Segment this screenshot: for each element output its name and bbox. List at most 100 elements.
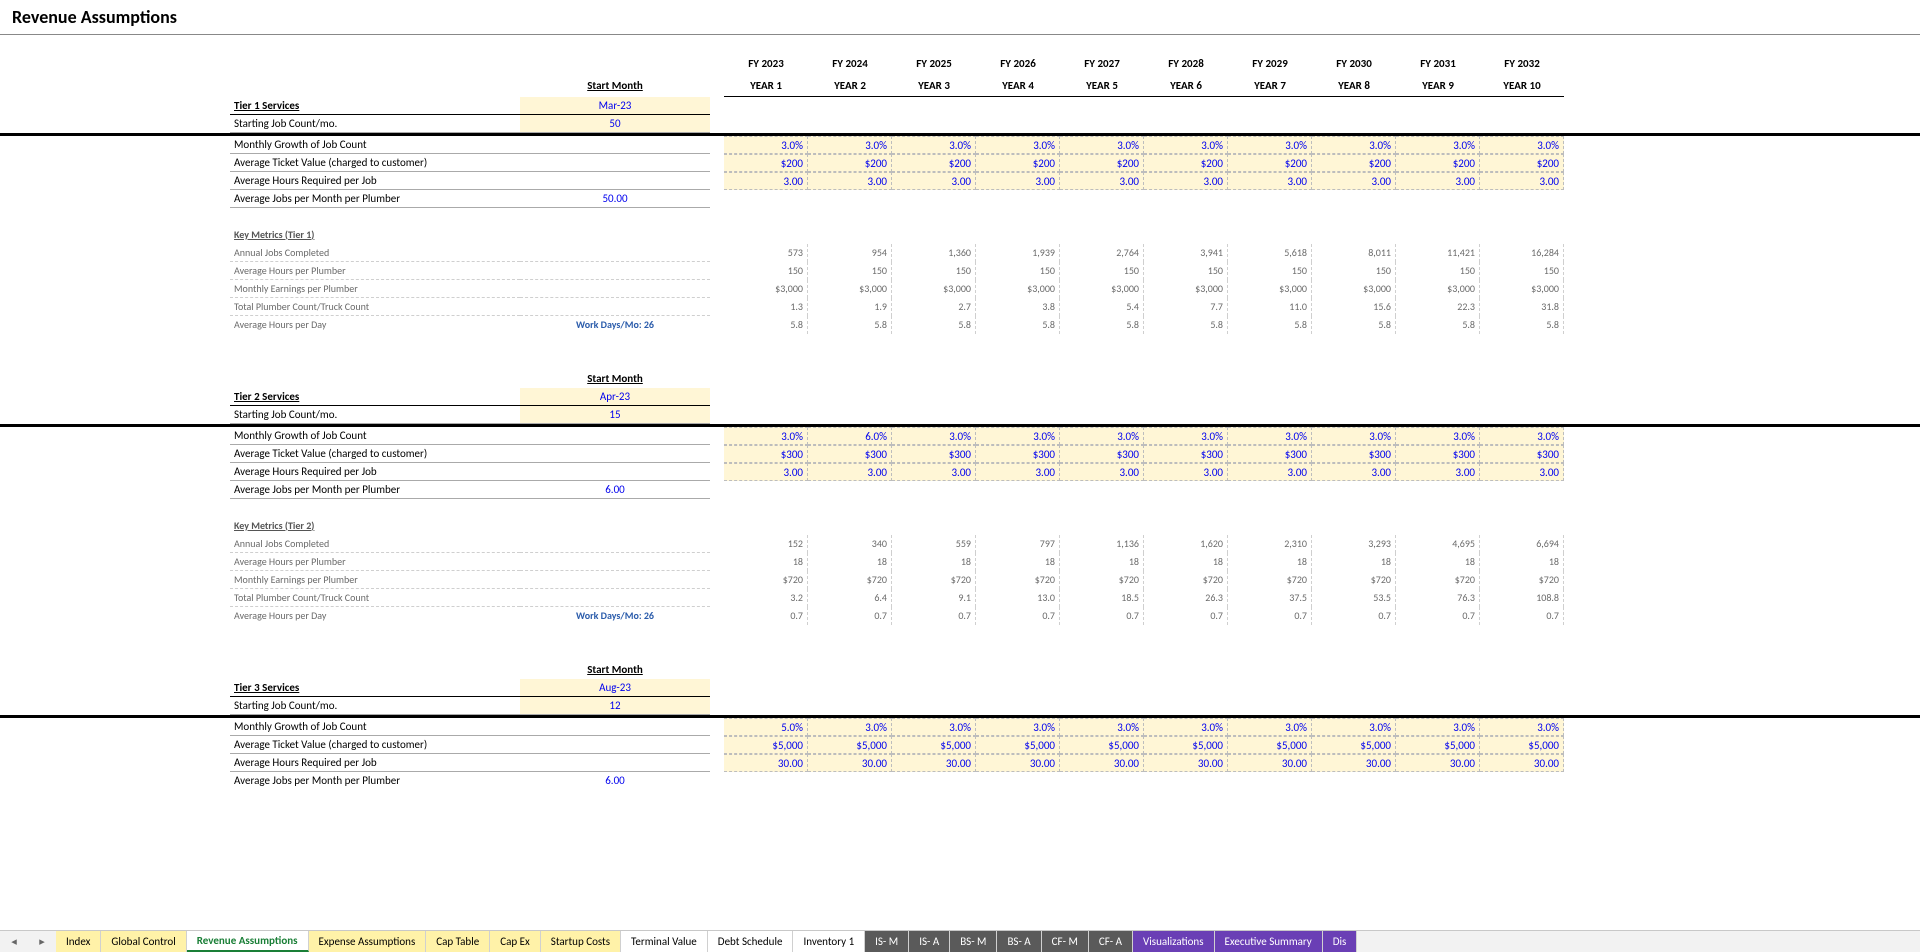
tier2-hours-y3[interactable]: 3.00 bbox=[892, 463, 976, 481]
tier1-jobs-per-plumber[interactable]: 50.00 bbox=[520, 190, 710, 208]
tier1-ticket-y4[interactable]: $200 bbox=[976, 154, 1060, 172]
tier2-ticket-y5[interactable]: $300 bbox=[1060, 445, 1144, 463]
tier1-growth-y7[interactable]: 3.0% bbox=[1228, 136, 1312, 154]
tier2-hours-y6[interactable]: 3.00 bbox=[1144, 463, 1228, 481]
tier2-ticket-y9[interactable]: $300 bbox=[1396, 445, 1480, 463]
tier1-starting-jobs[interactable]: 50 bbox=[520, 115, 710, 133]
tier3-hours-y8[interactable]: 30.00 bbox=[1312, 754, 1396, 772]
sheet-tab[interactable]: Cap Table bbox=[426, 931, 490, 952]
tier1-hours-y3[interactable]: 3.00 bbox=[892, 172, 976, 190]
tier3-growth-y9[interactable]: 3.0% bbox=[1396, 718, 1480, 736]
sheet-tab[interactable]: Revenue Assumptions bbox=[187, 931, 309, 952]
tier1-ticket-y6[interactable]: $200 bbox=[1144, 154, 1228, 172]
sheet-tab[interactable]: Visualizations bbox=[1133, 931, 1215, 952]
tier2-growth-y4[interactable]: 3.0% bbox=[976, 427, 1060, 445]
tier3-growth-y5[interactable]: 3.0% bbox=[1060, 718, 1144, 736]
sheet-tab[interactable]: BS- A bbox=[997, 931, 1041, 952]
sheet-tab[interactable]: CF- A bbox=[1089, 931, 1133, 952]
tier3-hours-y10[interactable]: 30.00 bbox=[1480, 754, 1564, 772]
tier2-hours-y7[interactable]: 3.00 bbox=[1228, 463, 1312, 481]
tier3-ticket-y5[interactable]: $5,000 bbox=[1060, 736, 1144, 754]
tier2-ticket-y7[interactable]: $300 bbox=[1228, 445, 1312, 463]
tier3-growth-y1[interactable]: 5.0% bbox=[724, 718, 808, 736]
tier1-ticket-y2[interactable]: $200 bbox=[808, 154, 892, 172]
tier2-ticket-y6[interactable]: $300 bbox=[1144, 445, 1228, 463]
tier2-growth-y6[interactable]: 3.0% bbox=[1144, 427, 1228, 445]
tier3-hours-y3[interactable]: 30.00 bbox=[892, 754, 976, 772]
worksheet-area[interactable]: Revenue Assumptions FY 2023 FY 2024 FY 2… bbox=[0, 0, 1920, 930]
tier3-ticket-y7[interactable]: $5,000 bbox=[1228, 736, 1312, 754]
tier3-ticket-y8[interactable]: $5,000 bbox=[1312, 736, 1396, 754]
tier1-hours-y2[interactable]: 3.00 bbox=[808, 172, 892, 190]
tier1-growth-y5[interactable]: 3.0% bbox=[1060, 136, 1144, 154]
tier1-ticket-y5[interactable]: $200 bbox=[1060, 154, 1144, 172]
sheet-tab[interactable]: Cap Ex bbox=[490, 931, 541, 952]
sheet-tab[interactable]: Debt Schedule bbox=[708, 931, 794, 952]
tier1-hours-y6[interactable]: 3.00 bbox=[1144, 172, 1228, 190]
sheet-tab[interactable]: Dis bbox=[1323, 931, 1358, 952]
tier2-start-month[interactable]: Apr-23 bbox=[520, 388, 710, 406]
tier2-growth-y7[interactable]: 3.0% bbox=[1228, 427, 1312, 445]
tier2-hours-y10[interactable]: 3.00 bbox=[1480, 463, 1564, 481]
tier1-growth-y6[interactable]: 3.0% bbox=[1144, 136, 1228, 154]
tier2-ticket-y2[interactable]: $300 bbox=[808, 445, 892, 463]
tier3-hours-y4[interactable]: 30.00 bbox=[976, 754, 1060, 772]
sheet-tab[interactable]: BS- M bbox=[950, 931, 997, 952]
tier3-growth-y8[interactable]: 3.0% bbox=[1312, 718, 1396, 736]
tier2-jobs-per-plumber[interactable]: 6.00 bbox=[520, 481, 710, 499]
tier1-growth-y10[interactable]: 3.0% bbox=[1480, 136, 1564, 154]
tier2-growth-y8[interactable]: 3.0% bbox=[1312, 427, 1396, 445]
tab-nav-prev[interactable]: ◂ bbox=[0, 931, 28, 952]
tier1-ticket-y7[interactable]: $200 bbox=[1228, 154, 1312, 172]
tier2-ticket-y8[interactable]: $300 bbox=[1312, 445, 1396, 463]
tier3-ticket-y10[interactable]: $5,000 bbox=[1480, 736, 1564, 754]
tier2-hours-y9[interactable]: 3.00 bbox=[1396, 463, 1480, 481]
tier1-growth-y3[interactable]: 3.0% bbox=[892, 136, 976, 154]
tier2-hours-y5[interactable]: 3.00 bbox=[1060, 463, 1144, 481]
tier2-growth-y5[interactable]: 3.0% bbox=[1060, 427, 1144, 445]
tier3-hours-y1[interactable]: 30.00 bbox=[724, 754, 808, 772]
tier3-start-month[interactable]: Aug-23 bbox=[520, 679, 710, 697]
sheet-tab[interactable]: Terminal Value bbox=[621, 931, 708, 952]
tier3-growth-y10[interactable]: 3.0% bbox=[1480, 718, 1564, 736]
tier1-ticket-y3[interactable]: $200 bbox=[892, 154, 976, 172]
tier1-hours-y5[interactable]: 3.00 bbox=[1060, 172, 1144, 190]
sheet-tab[interactable]: CF- M bbox=[1042, 931, 1089, 952]
tier3-hours-y6[interactable]: 30.00 bbox=[1144, 754, 1228, 772]
tier3-ticket-y2[interactable]: $5,000 bbox=[808, 736, 892, 754]
tier2-growth-y1[interactable]: 3.0% bbox=[724, 427, 808, 445]
tier1-growth-y1[interactable]: 3.0% bbox=[724, 136, 808, 154]
tier1-ticket-y1[interactable]: $200 bbox=[724, 154, 808, 172]
tier1-growth-y8[interactable]: 3.0% bbox=[1312, 136, 1396, 154]
tier3-growth-y2[interactable]: 3.0% bbox=[808, 718, 892, 736]
tier3-ticket-y4[interactable]: $5,000 bbox=[976, 736, 1060, 754]
tier2-hours-y8[interactable]: 3.00 bbox=[1312, 463, 1396, 481]
tier2-growth-y10[interactable]: 3.0% bbox=[1480, 427, 1564, 445]
tier1-hours-y1[interactable]: 3.00 bbox=[724, 172, 808, 190]
sheet-tab[interactable]: Startup Costs bbox=[541, 931, 621, 952]
tier3-growth-y3[interactable]: 3.0% bbox=[892, 718, 976, 736]
tier3-hours-y2[interactable]: 30.00 bbox=[808, 754, 892, 772]
tier1-hours-y7[interactable]: 3.00 bbox=[1228, 172, 1312, 190]
tier3-jobs-per-plumber[interactable]: 6.00 bbox=[520, 772, 710, 790]
sheet-tab[interactable]: IS- A bbox=[909, 931, 950, 952]
sheet-tab[interactable]: Executive Summary bbox=[1215, 931, 1323, 952]
tier3-growth-y7[interactable]: 3.0% bbox=[1228, 718, 1312, 736]
tier2-hours-y2[interactable]: 3.00 bbox=[808, 463, 892, 481]
tier1-growth-y4[interactable]: 3.0% bbox=[976, 136, 1060, 154]
tier2-ticket-y3[interactable]: $300 bbox=[892, 445, 976, 463]
tier2-ticket-y4[interactable]: $300 bbox=[976, 445, 1060, 463]
tier1-ticket-y8[interactable]: $200 bbox=[1312, 154, 1396, 172]
sheet-tab[interactable]: IS- M bbox=[865, 931, 909, 952]
tier3-growth-y4[interactable]: 3.0% bbox=[976, 718, 1060, 736]
tier3-ticket-y9[interactable]: $5,000 bbox=[1396, 736, 1480, 754]
tier2-growth-y2[interactable]: 6.0% bbox=[808, 427, 892, 445]
tier2-hours-y1[interactable]: 3.00 bbox=[724, 463, 808, 481]
tier1-hours-y8[interactable]: 3.00 bbox=[1312, 172, 1396, 190]
tier2-ticket-y1[interactable]: $300 bbox=[724, 445, 808, 463]
tier3-hours-y9[interactable]: 30.00 bbox=[1396, 754, 1480, 772]
tier1-growth-y9[interactable]: 3.0% bbox=[1396, 136, 1480, 154]
sheet-tab[interactable]: Global Control bbox=[101, 931, 186, 952]
tier1-ticket-y9[interactable]: $200 bbox=[1396, 154, 1480, 172]
tier1-hours-y9[interactable]: 3.00 bbox=[1396, 172, 1480, 190]
